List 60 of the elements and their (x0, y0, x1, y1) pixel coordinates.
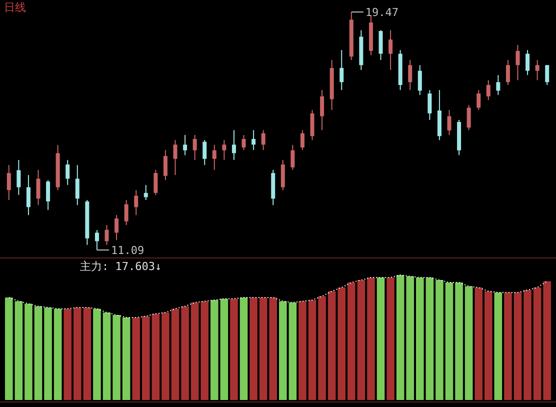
bar (279, 301, 287, 400)
bar (190, 302, 199, 400)
bar (484, 291, 492, 400)
text: 主力: 17.603↓ (80, 260, 162, 273)
bar (533, 288, 542, 400)
bar (318, 296, 326, 400)
bar (269, 298, 277, 400)
bar (142, 316, 150, 400)
bar (426, 278, 434, 400)
bar (240, 298, 248, 400)
bar (288, 302, 297, 400)
bar (200, 301, 208, 400)
bar (93, 308, 101, 400)
bar (406, 276, 414, 400)
bar (464, 286, 473, 400)
bar (132, 318, 140, 400)
bar (162, 312, 170, 400)
bar (5, 298, 13, 400)
bar (367, 278, 375, 400)
bar (524, 290, 532, 400)
bar (298, 301, 306, 400)
bar (54, 308, 62, 400)
bar (44, 308, 52, 400)
bar (250, 298, 258, 400)
bar (455, 282, 463, 400)
bar (543, 281, 551, 400)
bar (445, 282, 454, 400)
annotation: 19.47 (365, 6, 399, 19)
bar (181, 306, 189, 400)
bar (494, 292, 502, 400)
bar (357, 280, 366, 400)
bar (14, 301, 23, 400)
bar (308, 300, 316, 400)
bar (24, 304, 32, 400)
bar (74, 308, 82, 400)
bar (338, 288, 346, 400)
bar (348, 282, 356, 400)
bar (386, 278, 394, 400)
bar (436, 280, 444, 400)
bar (64, 308, 72, 400)
bar (220, 298, 228, 400)
bar (416, 278, 424, 400)
bar (171, 308, 180, 400)
annotation: 11.09 (110, 244, 144, 257)
bar (210, 300, 218, 400)
bar (514, 292, 522, 400)
bar (112, 315, 120, 400)
bar (259, 298, 268, 400)
bar (376, 278, 385, 400)
bar (102, 312, 111, 400)
chart-title: 日线 (4, 1, 26, 14)
bar (328, 291, 336, 400)
bar (34, 306, 42, 400)
bar (504, 292, 512, 400)
bar (230, 298, 238, 400)
bar (152, 314, 160, 400)
bar (474, 288, 482, 400)
bar (396, 275, 404, 400)
bar (83, 308, 92, 400)
bar (122, 318, 130, 400)
